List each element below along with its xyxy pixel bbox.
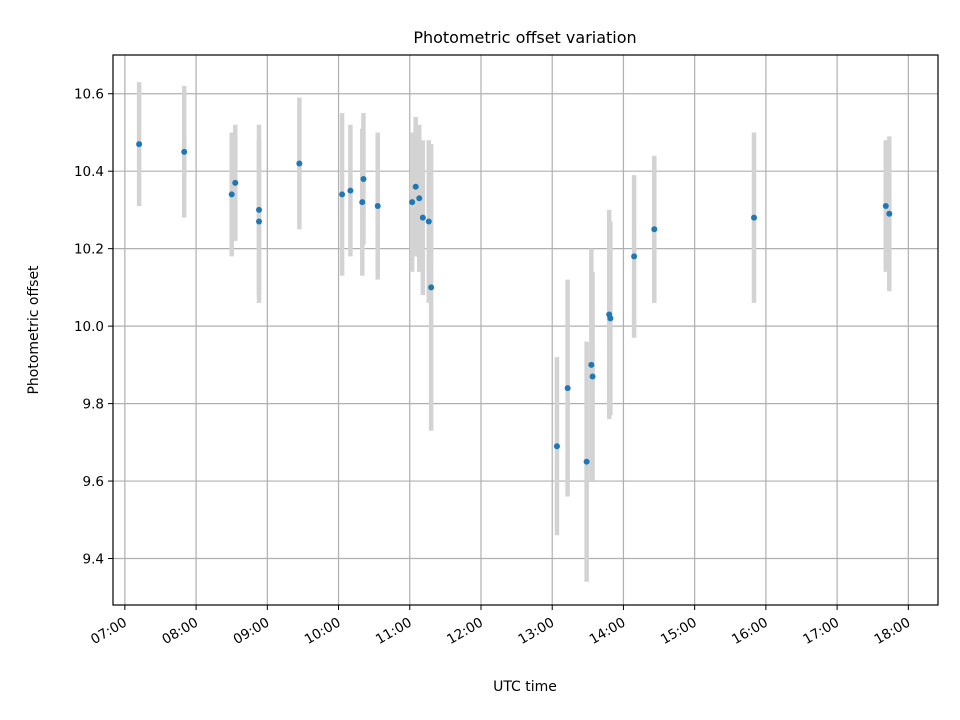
data-point [181,148,188,155]
data-point [296,160,303,167]
data-point [651,226,658,233]
data-point [631,253,638,260]
y-axis-label: Photometric offset [26,265,42,395]
plot-frame [112,54,939,606]
x-axis-label: UTC time [493,679,557,695]
data-point [416,195,423,202]
y-tick-label: 10.0 [74,319,104,335]
y-tick-label: 10.6 [74,87,104,103]
data-point [425,218,432,225]
data-point [428,284,435,291]
data-point [589,373,596,380]
chart-title: Photometric offset variation [413,28,636,47]
x-tick-label: 07:00 [88,615,130,648]
data-point [374,203,381,210]
data-point [564,385,571,392]
data-point [360,175,367,182]
x-tick-label: 10:00 [302,615,344,648]
data-point [347,187,354,194]
data-point [256,218,263,225]
plot-area [113,55,938,605]
y-tick-label: 10.4 [74,164,104,180]
x-tick-label: 17:00 [800,615,842,648]
data-point [751,214,758,221]
data-point [412,183,419,190]
data-point [583,458,590,465]
data-point [409,199,416,206]
x-tick-label: 13:00 [516,615,558,648]
data-point [886,210,893,217]
x-tick-label: 11:00 [373,615,415,648]
data-point [228,191,235,198]
data-point [256,206,263,213]
data-point [136,141,143,148]
x-tick-label: 09:00 [231,615,273,648]
data-point [359,199,366,206]
x-tick-label: 08:00 [159,615,201,648]
x-tick-label: 14:00 [587,615,629,648]
x-tick-label: 16:00 [729,615,771,648]
x-axis-ticks: 07:00 08:00 09:00 10:00 11:00 12:00 13:00 14:00… [88,605,913,648]
data-point [339,191,346,198]
data-point [553,443,560,450]
y-tick-label: 9.8 [83,397,104,413]
data-point [419,214,426,221]
y-tick-label: 9.6 [83,474,104,490]
data-point [882,203,889,210]
y-tick-label: 10.2 [74,242,104,258]
x-tick-label: 12:00 [444,615,486,648]
x-tick-label: 15:00 [658,615,700,648]
x-tick-label: 18:00 [872,615,914,648]
data-point [588,361,595,368]
y-axis-ticks: 9.4 9.6 9.8 10.0 10.2 10.4 10.6 [74,87,113,568]
gridlines [113,55,938,605]
data-point [232,179,239,186]
axes-frame [112,54,939,606]
data-points [136,141,893,465]
y-tick-label: 9.4 [83,552,104,568]
plot-background [113,55,938,605]
data-point [607,315,614,322]
